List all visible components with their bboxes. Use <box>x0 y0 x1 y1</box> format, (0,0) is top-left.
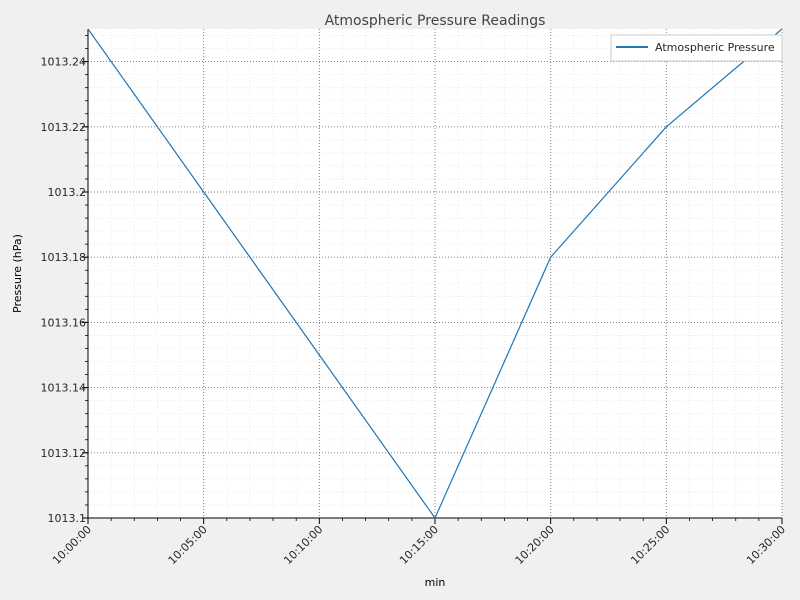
y-tick-label: 1013.16 <box>41 316 87 329</box>
legend-series-label: Atmospheric Pressure <box>655 41 775 54</box>
x-tick-label: 10:05:00 <box>166 523 210 567</box>
y-tick-label: 1013.12 <box>41 447 87 460</box>
x-tick-label: 10:30:00 <box>744 523 788 567</box>
chart-title: Atmospheric Pressure Readings <box>325 13 546 29</box>
y-tick-label: 1013.14 <box>41 382 87 395</box>
y-tick-label: 1013.1 <box>48 512 87 525</box>
y-tick-label: 1013.22 <box>41 121 87 134</box>
y-tick-label: 1013.24 <box>41 56 87 69</box>
x-tick-label: 10:25:00 <box>628 523 672 567</box>
x-tick-label: 10:20:00 <box>513 523 557 567</box>
series-line <box>87 28 783 520</box>
x-tick-label: 10:10:00 <box>281 523 325 567</box>
x-tick-label: 10:15:00 <box>397 523 441 567</box>
y-tick-label: 1013.18 <box>41 251 87 264</box>
plot-area <box>88 29 782 518</box>
series-layer <box>87 28 783 520</box>
x-axis-label: min <box>425 576 446 589</box>
legend: Atmospheric Pressure <box>610 34 783 62</box>
y-tick-label: 1013.2 <box>48 186 87 199</box>
x-tick-label: 10:00:00 <box>50 523 94 567</box>
y-axis-label: Pressure (hPa) <box>11 234 24 313</box>
minor-grid <box>88 29 782 519</box>
